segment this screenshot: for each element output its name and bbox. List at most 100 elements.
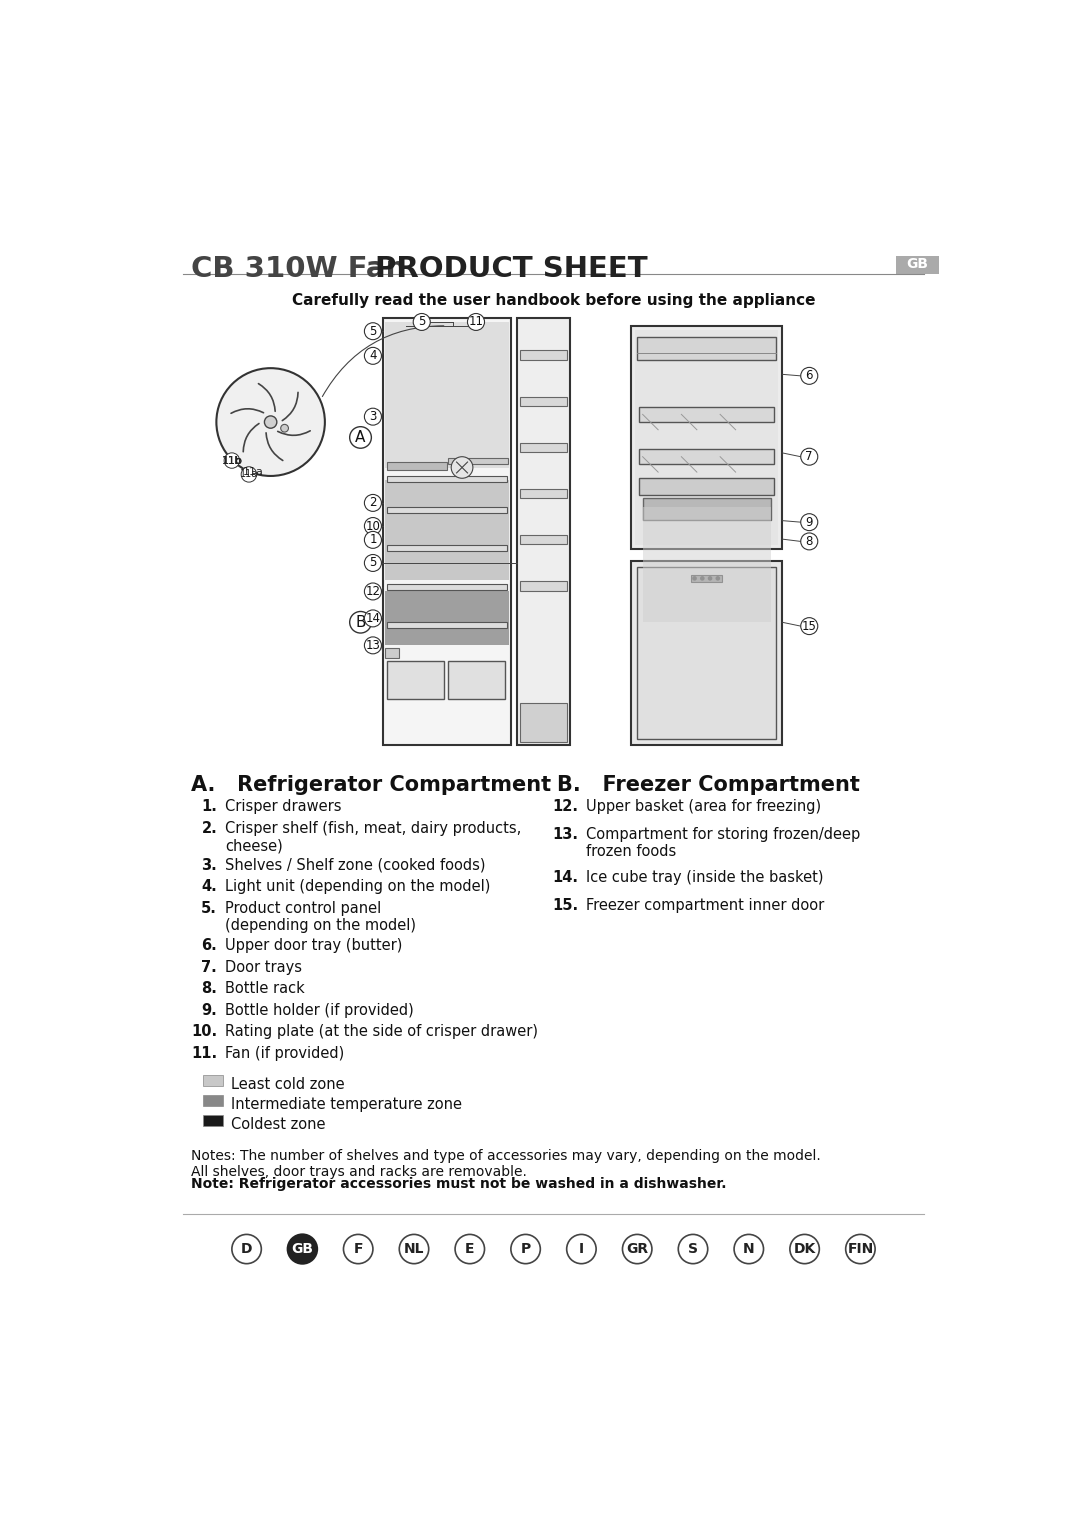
- Text: 2.: 2.: [201, 821, 217, 836]
- Text: GB: GB: [292, 1242, 313, 1256]
- Circle shape: [364, 610, 381, 626]
- Circle shape: [700, 576, 704, 581]
- Circle shape: [364, 532, 381, 549]
- Text: 11a: 11a: [240, 469, 258, 480]
- Text: 1.: 1.: [201, 799, 217, 814]
- Text: Upper basket (area for freezing): Upper basket (area for freezing): [586, 799, 821, 814]
- Text: 9.: 9.: [201, 1002, 217, 1018]
- Text: Freezer compartment inner door: Freezer compartment inner door: [586, 898, 824, 912]
- Text: B.   Freezer Compartment: B. Freezer Compartment: [557, 775, 861, 795]
- Bar: [387, 461, 446, 469]
- Bar: [631, 561, 782, 746]
- Circle shape: [451, 457, 473, 478]
- Circle shape: [364, 584, 381, 601]
- Text: Door trays: Door trays: [225, 960, 302, 975]
- Text: 14: 14: [365, 611, 380, 625]
- Circle shape: [216, 368, 325, 475]
- Circle shape: [232, 1235, 261, 1264]
- Bar: [521, 489, 567, 498]
- Bar: [638, 478, 774, 495]
- Text: 11b: 11b: [222, 455, 241, 466]
- Text: D: D: [241, 1242, 253, 1256]
- Text: I: I: [579, 1242, 584, 1256]
- Text: 5: 5: [369, 324, 377, 338]
- Text: Bottle holder (if provided): Bottle holder (if provided): [225, 1002, 414, 1018]
- Text: 9: 9: [806, 515, 813, 529]
- Circle shape: [692, 576, 697, 581]
- Circle shape: [567, 1235, 596, 1264]
- Circle shape: [800, 533, 818, 550]
- Circle shape: [715, 576, 720, 581]
- Bar: [448, 660, 505, 700]
- Bar: [521, 443, 567, 452]
- Text: 5: 5: [418, 315, 426, 329]
- Text: E: E: [465, 1242, 474, 1256]
- Bar: [203, 1096, 224, 1106]
- Circle shape: [707, 576, 713, 581]
- Text: Least cold zone: Least cold zone: [231, 1077, 345, 1091]
- Circle shape: [800, 513, 818, 530]
- Text: Rating plate (at the side of crisper drawer): Rating plate (at the side of crisper dra…: [225, 1024, 538, 1039]
- Circle shape: [364, 518, 381, 535]
- Bar: [691, 575, 721, 582]
- Text: FIN: FIN: [848, 1242, 874, 1256]
- Circle shape: [364, 408, 381, 425]
- Text: 14.: 14.: [552, 871, 578, 885]
- Text: 11b: 11b: [221, 455, 242, 466]
- Text: PRODUCT SHEET: PRODUCT SHEET: [375, 255, 648, 283]
- Bar: [637, 338, 775, 361]
- Bar: [896, 255, 939, 274]
- Text: 10: 10: [365, 520, 380, 533]
- Circle shape: [455, 1235, 485, 1264]
- Circle shape: [800, 448, 818, 465]
- Bar: [387, 622, 507, 628]
- Text: Product control panel
(depending on the model): Product control panel (depending on the …: [225, 902, 416, 934]
- Text: 12: 12: [365, 585, 380, 597]
- Circle shape: [241, 466, 257, 483]
- Bar: [517, 318, 570, 746]
- Bar: [637, 567, 775, 740]
- Text: F: F: [353, 1242, 363, 1256]
- Circle shape: [414, 313, 430, 330]
- Bar: [387, 507, 507, 513]
- Text: CB 310W Fan: CB 310W Fan: [191, 255, 406, 283]
- Text: A: A: [355, 429, 366, 445]
- Text: Coldest zone: Coldest zone: [231, 1117, 325, 1132]
- Bar: [203, 1076, 224, 1086]
- Circle shape: [364, 555, 381, 571]
- Text: Upper door tray (butter): Upper door tray (butter): [225, 938, 402, 953]
- Text: Crisper shelf (fish, meat, dairy products,
cheese): Crisper shelf (fish, meat, dairy product…: [225, 821, 522, 853]
- Text: 5: 5: [369, 556, 377, 570]
- Text: 11.: 11.: [191, 1045, 217, 1060]
- Bar: [631, 325, 782, 549]
- Circle shape: [225, 452, 240, 468]
- Text: 7.: 7.: [201, 960, 217, 975]
- Text: 4.: 4.: [201, 880, 217, 894]
- Circle shape: [789, 1235, 820, 1264]
- Text: Light unit (depending on the model): Light unit (depending on the model): [225, 880, 490, 894]
- Text: GR: GR: [626, 1242, 648, 1256]
- Circle shape: [287, 1235, 318, 1264]
- Bar: [635, 330, 779, 545]
- Text: Bottle rack: Bottle rack: [225, 981, 305, 996]
- Text: B: B: [355, 614, 366, 630]
- Text: 8: 8: [806, 535, 813, 549]
- Bar: [521, 397, 567, 406]
- Circle shape: [265, 416, 276, 428]
- Circle shape: [364, 347, 381, 364]
- Bar: [638, 449, 774, 465]
- Text: Ice cube tray (inside the basket): Ice cube tray (inside the basket): [586, 871, 824, 885]
- Bar: [521, 582, 567, 591]
- Bar: [521, 350, 567, 359]
- Text: 6.: 6.: [201, 938, 217, 953]
- Circle shape: [281, 425, 288, 432]
- Text: 11a: 11a: [243, 468, 264, 477]
- Bar: [386, 322, 509, 468]
- Bar: [387, 584, 507, 590]
- Text: N: N: [743, 1242, 755, 1256]
- Circle shape: [800, 367, 818, 385]
- Circle shape: [468, 313, 485, 330]
- Bar: [448, 458, 508, 465]
- Text: GB: GB: [906, 257, 928, 270]
- Text: 12.: 12.: [552, 799, 578, 814]
